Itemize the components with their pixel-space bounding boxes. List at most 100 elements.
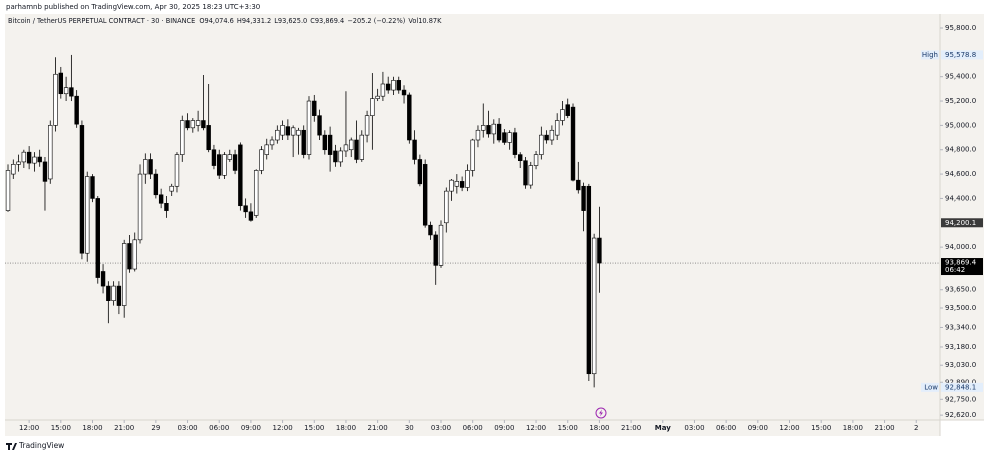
legend-open: O94,074.6 <box>199 17 234 25</box>
candle-body <box>238 144 243 207</box>
y-tick-label: 94,000.0 <box>945 243 976 251</box>
candle-body <box>63 87 69 95</box>
candle-body <box>280 125 285 136</box>
candle-body <box>364 115 370 136</box>
high-badge <box>941 50 983 60</box>
legend-symbol: Bitcoin / TetherUS PERPETUAL CONTRACT · … <box>8 17 195 25</box>
candle-body <box>69 87 74 97</box>
x-tick-label: 21:00 <box>114 424 134 432</box>
y-tick-label: 95,800.0 <box>945 24 976 32</box>
candle-body <box>206 125 211 151</box>
y-tick-label: 94,400.0 <box>945 194 976 202</box>
candle-body <box>243 205 248 213</box>
candle-body <box>417 159 423 185</box>
legend-volume: Vol10.87K <box>408 17 442 25</box>
candle-body <box>201 120 206 129</box>
candle-body <box>481 125 486 131</box>
candle-body <box>475 129 481 141</box>
y-tick-label: 95,200.0 <box>945 97 976 105</box>
candle-body <box>232 154 238 171</box>
candle-body <box>544 134 549 141</box>
candle-body <box>502 132 507 143</box>
candle-body <box>275 129 280 141</box>
candle-body <box>90 176 95 199</box>
candle-body <box>143 159 148 175</box>
candle-body <box>53 73 58 126</box>
x-tick-label: 12:00 <box>272 424 292 432</box>
candle-body <box>327 134 333 155</box>
high-name-badge <box>921 50 939 60</box>
candle-body <box>396 80 401 91</box>
candle-body <box>296 129 301 136</box>
candle-body <box>11 164 16 175</box>
candle-body <box>512 132 518 155</box>
y-tick-label: 93,340.0 <box>945 323 976 331</box>
last-price-label: 93,869.4 <box>945 259 977 267</box>
candle-body <box>338 150 343 163</box>
candle-body <box>407 94 412 141</box>
candle-body <box>79 125 85 254</box>
candle-body <box>422 164 428 226</box>
candle-body <box>148 159 153 175</box>
candle-body <box>343 144 349 152</box>
candle-body <box>385 83 391 91</box>
x-tick-label: 15:00 <box>51 424 71 432</box>
plot-area <box>5 14 940 420</box>
candle-body <box>507 132 512 143</box>
candle-body <box>42 161 48 182</box>
candle-body <box>438 224 444 266</box>
candle-body <box>401 89 407 96</box>
candle-body <box>164 203 169 211</box>
candle-body <box>121 243 127 306</box>
x-tick-label: 06:00 <box>209 424 229 432</box>
candle-body <box>180 120 185 155</box>
candle-body <box>570 106 576 181</box>
x-tick-label: 09:00 <box>494 424 514 432</box>
x-tick-label: 21:00 <box>368 424 388 432</box>
x-tick-label: 21:00 <box>621 424 641 432</box>
candle-body <box>322 134 328 151</box>
candle-body <box>74 95 79 125</box>
candle-body <box>185 120 190 129</box>
candle-body <box>85 176 90 254</box>
y-tick-label: 95,400.0 <box>945 73 976 81</box>
candle-body <box>528 165 533 186</box>
candle-body <box>195 120 201 126</box>
y-tick-label: 94,600.0 <box>945 170 976 178</box>
candle-body <box>554 120 560 136</box>
candle-body <box>222 154 227 176</box>
candle-body <box>486 125 491 135</box>
candle-body <box>597 237 602 264</box>
candle-body <box>285 126 291 136</box>
candle-body <box>433 234 438 266</box>
x-tick-label: 09:00 <box>748 424 768 432</box>
y-tick-label: 93,650.0 <box>945 286 976 294</box>
candle-body <box>26 151 32 164</box>
event-bolt <box>599 409 603 417</box>
last-price-badge <box>941 258 983 276</box>
byline: parhamnb published on TradingView.com, A… <box>6 3 260 11</box>
candle-body <box>116 285 122 306</box>
x-tick-label: 03:00 <box>431 424 451 432</box>
candle-body <box>518 154 523 161</box>
candle-body <box>269 139 275 146</box>
legend-close: C93,869.4 <box>310 17 344 25</box>
candle-body <box>312 100 317 116</box>
legend-change: −205.2 (−0.22%) <box>347 17 405 25</box>
low-badge <box>941 382 983 392</box>
candle-body <box>496 123 502 141</box>
x-tick-label: 06:00 <box>463 424 483 432</box>
candle-body <box>459 181 465 188</box>
candle-body <box>158 194 164 204</box>
candle-body <box>380 83 386 97</box>
candle-body <box>470 139 475 171</box>
candle-body <box>412 139 417 160</box>
time-axis <box>5 420 940 436</box>
candle-body <box>349 139 354 151</box>
brand: TradingView <box>18 441 64 450</box>
x-tick-label: 2 <box>914 424 918 432</box>
x-tick-label: 21:00 <box>874 424 894 432</box>
x-tick-label: 18:00 <box>843 424 863 432</box>
candle-body <box>370 98 375 116</box>
candle-body <box>444 190 449 224</box>
